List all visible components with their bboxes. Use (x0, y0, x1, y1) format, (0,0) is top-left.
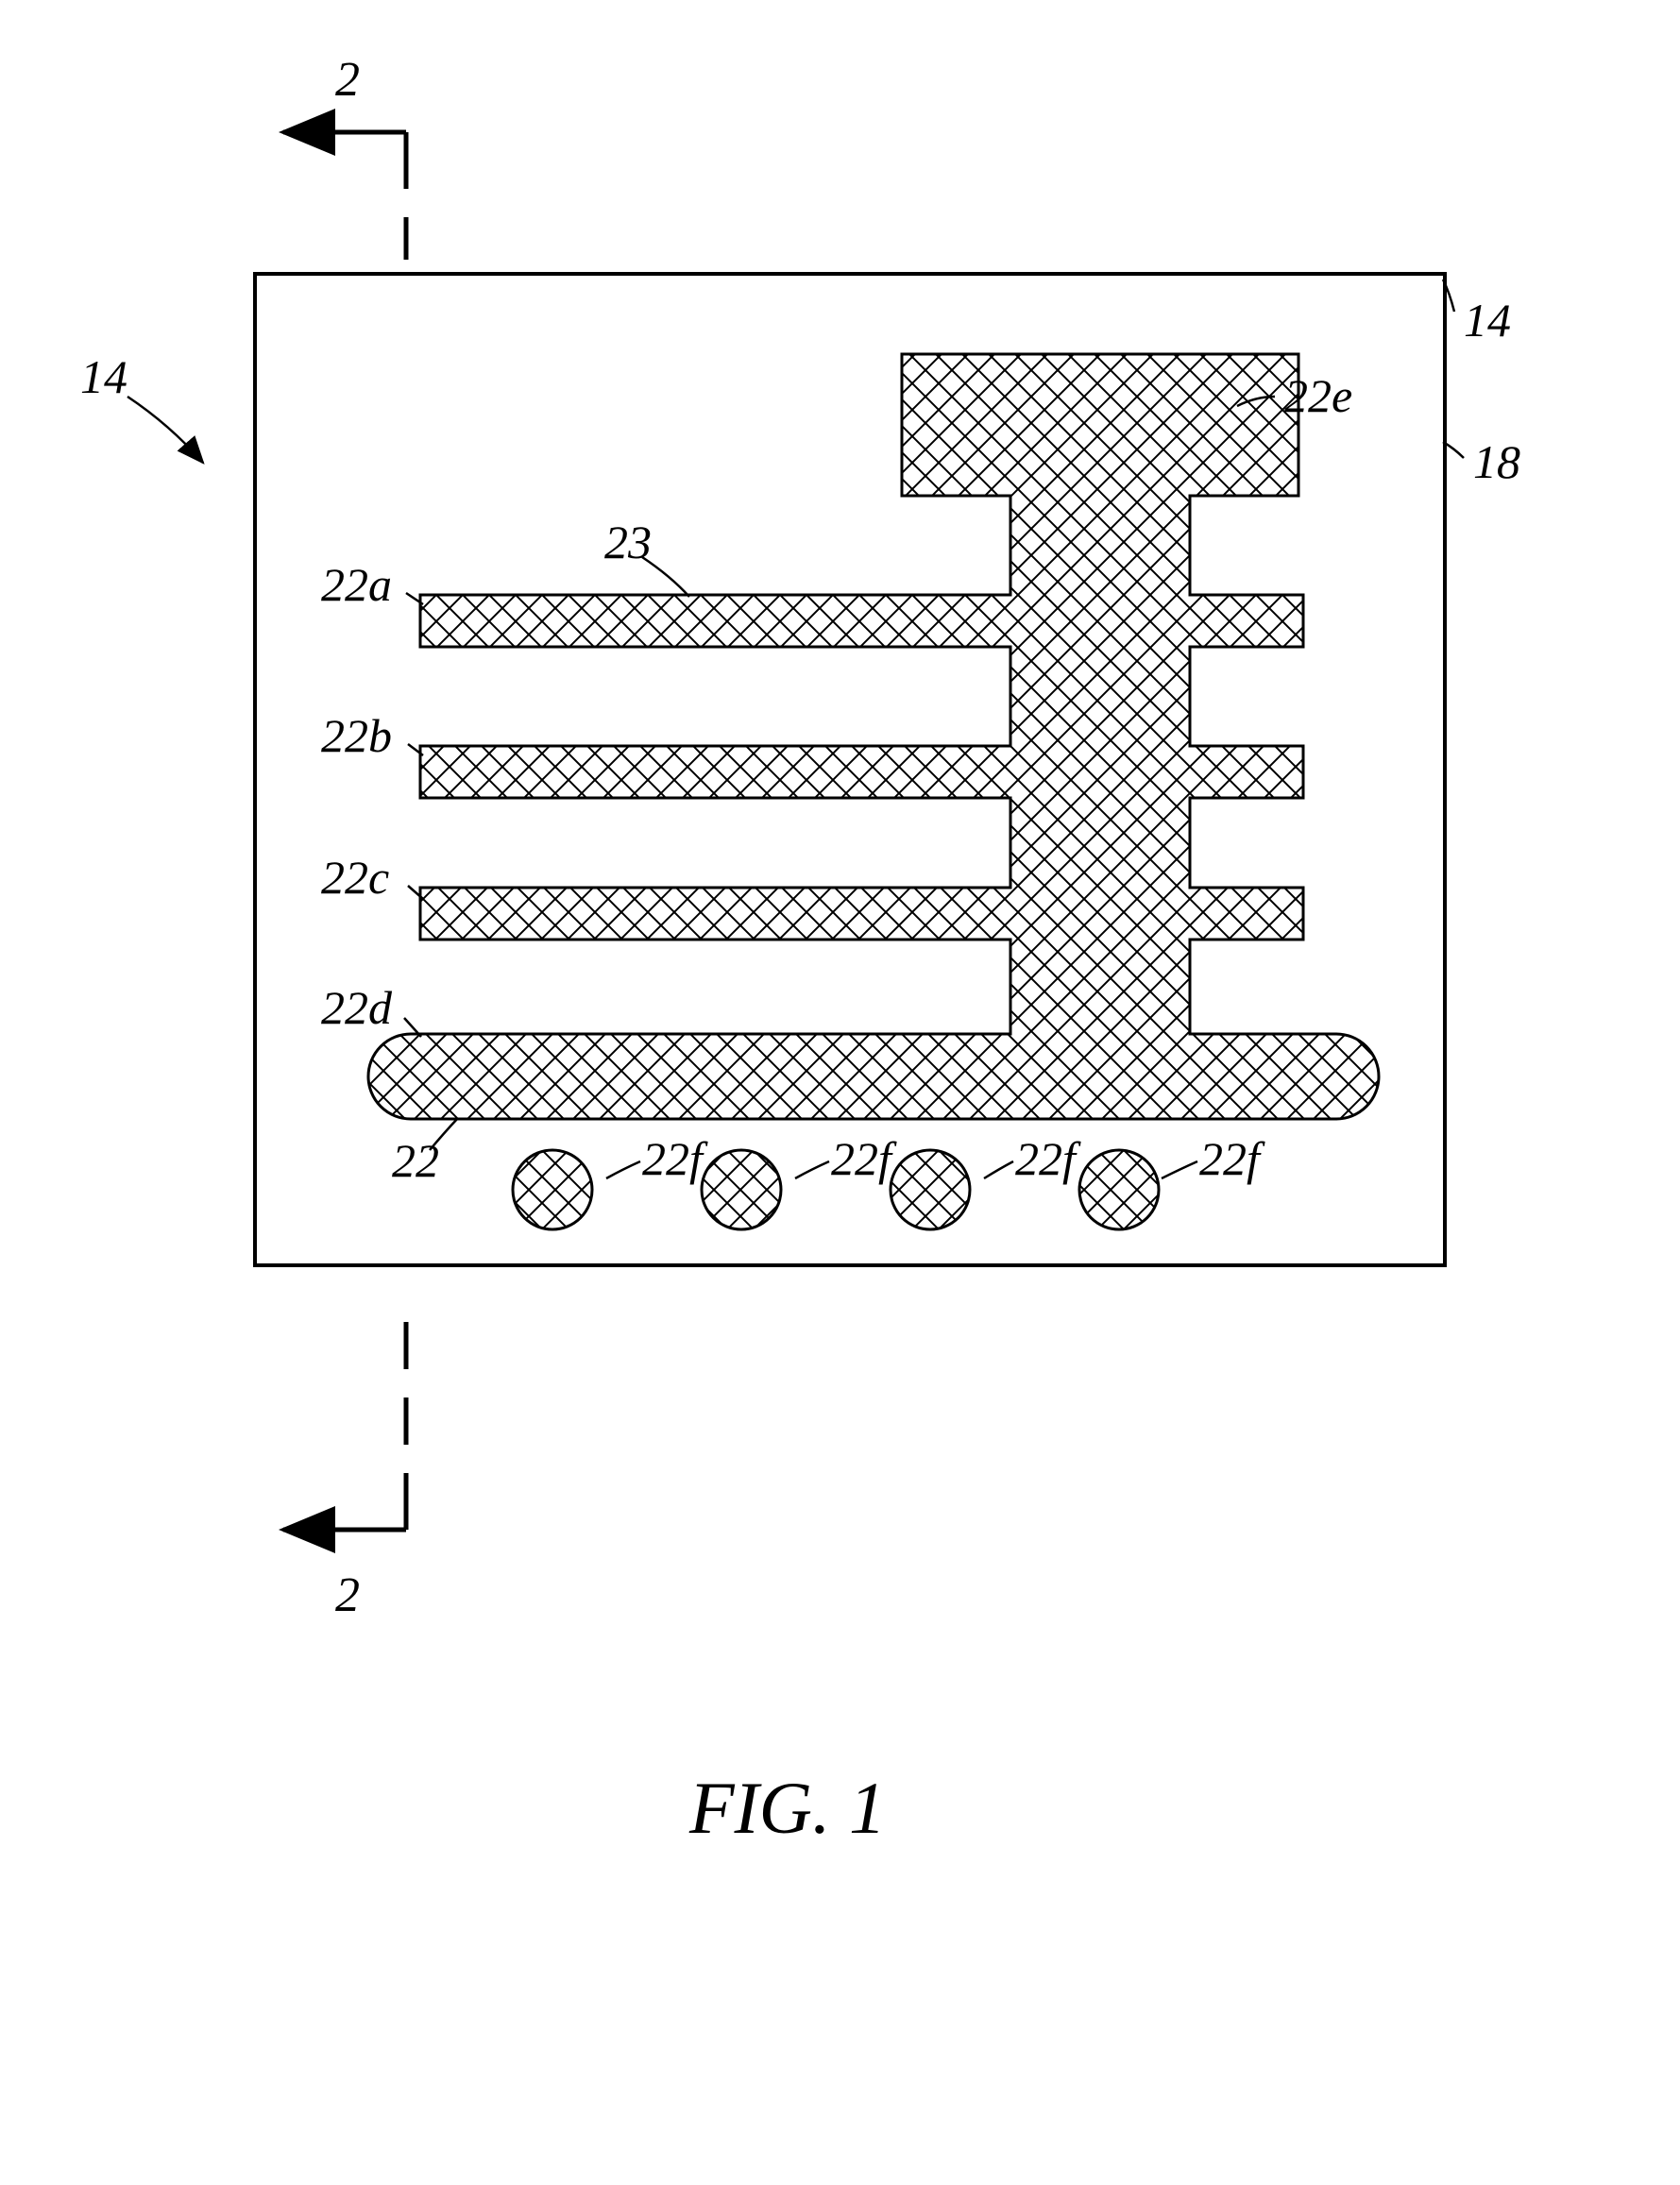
ref-14-right: 14 (1464, 293, 1511, 347)
section-mark-bottom (283, 1322, 406, 1530)
figure-svg (0, 0, 1680, 2185)
ref-22f-4: 22f (1199, 1131, 1260, 1186)
ref-22f-1: 22f (642, 1131, 703, 1186)
ref-22f-2: 22f (831, 1131, 891, 1186)
ref-22b: 22b (321, 708, 392, 763)
pattern-22 (368, 354, 1379, 1119)
ref-22: 22 (392, 1133, 439, 1188)
ref-22f-3: 22f (1015, 1131, 1076, 1186)
ref-23: 23 (604, 515, 652, 569)
section-label-top: 2 (335, 52, 360, 108)
ref-22a: 22a (321, 557, 392, 612)
section-label-bottom: 2 (335, 1567, 360, 1623)
page-container: 2 2 14 14 18 22e 22a 23 22b 22c 22d 22 2… (0, 0, 1680, 2185)
ref-18: 18 (1473, 434, 1520, 489)
section-mark-top (283, 132, 406, 260)
ref-14-left: 14 (80, 349, 127, 404)
ref-22d: 22d (321, 980, 392, 1035)
ref-22c: 22c (321, 850, 389, 905)
figure-caption: FIG. 1 (689, 1766, 886, 1851)
ref-22e: 22e (1284, 368, 1352, 423)
